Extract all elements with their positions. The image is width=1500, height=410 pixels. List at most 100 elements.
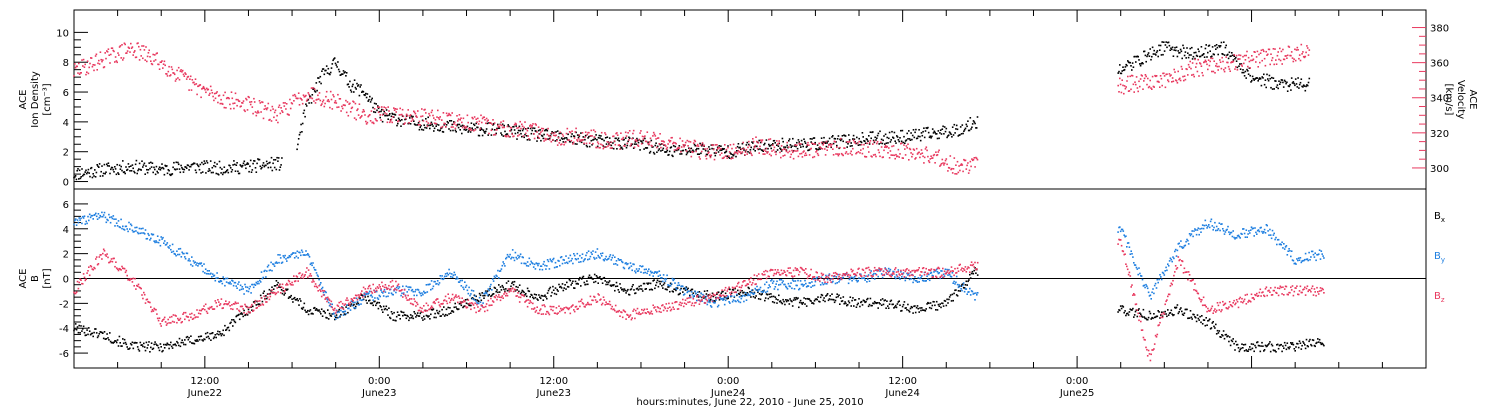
data-point — [539, 133, 541, 135]
data-point — [751, 154, 753, 157]
data-point — [133, 230, 135, 233]
data-point — [752, 138, 754, 140]
data-point — [422, 319, 424, 321]
data-point — [292, 94, 294, 97]
data-point — [1306, 345, 1309, 347]
data-point — [631, 137, 633, 140]
data-point — [278, 261, 280, 264]
data-point — [94, 328, 96, 330]
data-point — [141, 45, 143, 47]
data-point — [594, 251, 597, 253]
data-point — [282, 290, 285, 292]
data-point — [897, 301, 900, 303]
data-point — [211, 92, 214, 94]
data-point — [815, 151, 817, 153]
data-point — [266, 270, 268, 272]
data-point — [822, 299, 825, 302]
data-point — [307, 313, 310, 316]
data-point — [181, 251, 183, 254]
data-point — [720, 298, 722, 300]
data-point — [430, 288, 432, 291]
data-point — [704, 148, 706, 150]
data-point — [1198, 75, 1200, 77]
data-point — [831, 143, 833, 146]
data-point — [779, 300, 782, 302]
data-point — [160, 61, 162, 63]
data-point — [102, 332, 104, 334]
data-point — [796, 147, 799, 150]
data-point — [210, 171, 213, 174]
data-point — [1179, 51, 1181, 54]
data-point — [654, 144, 657, 147]
data-point — [206, 331, 209, 334]
data-point — [786, 299, 789, 301]
data-point — [806, 144, 808, 146]
data-point — [776, 149, 779, 151]
data-point — [317, 310, 319, 312]
data-point — [458, 303, 461, 305]
data-point — [407, 315, 409, 318]
data-point — [621, 148, 624, 150]
data-point — [571, 133, 573, 135]
data-point — [1137, 55, 1139, 58]
data-point — [77, 72, 79, 74]
data-point — [306, 254, 308, 256]
data-point — [476, 121, 478, 123]
data-point — [422, 293, 424, 296]
data-point — [551, 291, 553, 294]
data-point — [226, 277, 229, 280]
data-point — [528, 290, 531, 293]
data-point — [516, 258, 518, 260]
data-point — [166, 172, 169, 175]
data-point — [857, 151, 860, 153]
data-point — [756, 289, 758, 291]
data-point — [1211, 57, 1214, 60]
data-point — [492, 293, 495, 295]
data-point — [799, 153, 801, 155]
data-point — [740, 152, 742, 155]
data-point — [229, 107, 232, 110]
data-point — [1123, 92, 1125, 95]
data-point — [498, 126, 501, 128]
data-point — [939, 132, 941, 134]
data-point — [380, 119, 382, 121]
data-point — [405, 115, 408, 117]
data-point — [829, 295, 831, 297]
data-point — [1177, 312, 1180, 315]
data-point — [944, 130, 947, 133]
data-point — [469, 131, 472, 133]
data-point — [523, 291, 525, 294]
data-point — [484, 291, 487, 293]
data-point — [658, 143, 661, 145]
data-point — [588, 131, 590, 134]
data-point — [97, 335, 100, 337]
data-point — [468, 304, 470, 307]
data-point — [758, 139, 760, 142]
data-point — [724, 155, 727, 157]
data-point — [259, 281, 262, 283]
data-point — [202, 340, 204, 342]
data-point — [302, 94, 305, 96]
data-point — [162, 166, 164, 169]
data-point — [131, 229, 134, 232]
data-point — [280, 164, 282, 166]
data-point — [307, 254, 310, 256]
data-point — [153, 166, 155, 169]
data-point — [562, 141, 565, 143]
data-point — [862, 299, 865, 302]
data-point — [334, 316, 337, 318]
data-point — [933, 301, 935, 303]
data-point — [764, 297, 767, 299]
data-point — [473, 129, 475, 132]
data-point — [757, 142, 760, 144]
data-point — [102, 215, 104, 218]
data-point — [1297, 49, 1299, 51]
data-point — [167, 246, 169, 248]
data-point — [844, 147, 846, 149]
data-point — [387, 118, 389, 120]
data-point — [907, 303, 909, 306]
data-point — [457, 120, 459, 122]
data-point — [1249, 67, 1251, 69]
data-point — [849, 145, 852, 147]
data-point — [866, 138, 868, 141]
